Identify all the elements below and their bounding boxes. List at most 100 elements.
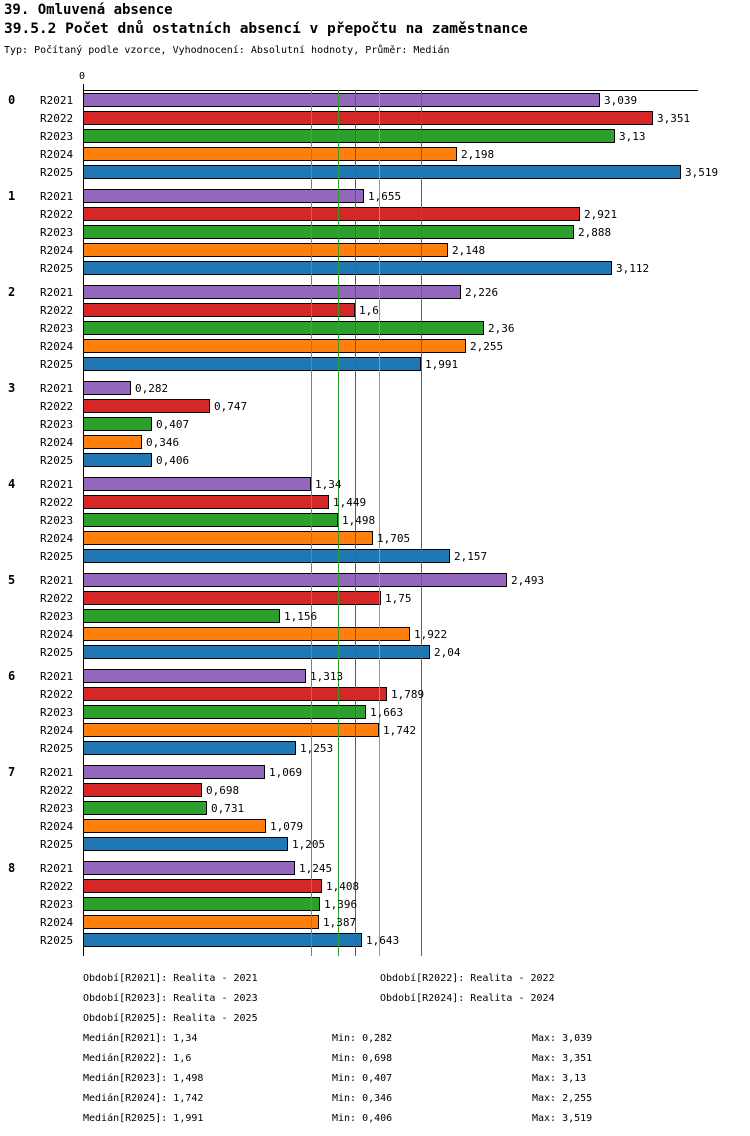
year-label: R2021 (40, 382, 74, 395)
bar-r2021 (83, 189, 364, 203)
median-line-r2021 (311, 90, 312, 956)
bar-r2025 (83, 741, 296, 755)
group-label: 0 (8, 93, 16, 107)
year-label: R2021 (40, 766, 74, 779)
year-label: R2023 (40, 514, 74, 527)
year-label: R2023 (40, 898, 74, 911)
bar-value-label: 1,6 (359, 304, 379, 317)
bar-r2024 (83, 723, 379, 737)
year-label: R2023 (40, 418, 74, 431)
group-label: 8 (8, 861, 16, 875)
bar-value-label: 1,449 (333, 496, 367, 509)
bar-value-label: 1,922 (414, 628, 448, 641)
bar-value-label: 3,351 (657, 112, 691, 125)
bar-r2022 (83, 591, 381, 605)
year-label: R2022 (40, 112, 74, 125)
bar-r2025 (83, 165, 681, 179)
bar-value-label: 1,498 (342, 514, 376, 527)
bar-value-label: 1,789 (391, 688, 425, 701)
group-label: 6 (8, 669, 16, 683)
bar-r2024 (83, 819, 266, 833)
bar-r2025 (83, 357, 421, 371)
legend-period-label: Období[R2022]: Realita - 2022 (380, 973, 555, 984)
bar-r2025 (83, 453, 152, 467)
bar-value-label: 2,888 (578, 226, 612, 239)
bar-value-label: 1,396 (324, 898, 358, 911)
group-label: 1 (8, 189, 16, 203)
bar-r2023 (83, 225, 574, 239)
chart-meta-line: Typ: Počítaný podle vzorce, Vyhodnocení:… (4, 45, 450, 56)
year-label: R2022 (40, 400, 74, 413)
year-label: R2022 (40, 496, 74, 509)
group-label: 5 (8, 573, 16, 587)
bar-value-label: 0,698 (206, 784, 240, 797)
bar-r2021 (83, 93, 600, 107)
legend-period-label: Období[R2024]: Realita - 2024 (380, 993, 555, 1004)
bar-r2023 (83, 513, 338, 527)
bar-r2025 (83, 837, 288, 851)
x-axis-zero-label: 0 (79, 71, 86, 82)
year-label: R2021 (40, 862, 74, 875)
legend-max-label: Max: 2,255 (532, 1093, 593, 1104)
year-label: R2022 (40, 592, 74, 605)
bar-value-label: 1,205 (292, 838, 326, 851)
bar-value-label: 1,079 (270, 820, 304, 833)
bar-r2024 (83, 435, 142, 449)
bar-value-label: 3,112 (616, 262, 650, 275)
year-label: R2025 (40, 454, 74, 467)
legend-period-label: Období[R2025]: Realita - 2025 (83, 1013, 258, 1024)
year-label: R2022 (40, 784, 74, 797)
year-label: R2021 (40, 94, 74, 107)
median-line-r2023 (338, 90, 339, 956)
bar-r2021 (83, 669, 306, 683)
bar-value-label: 1,643 (366, 934, 400, 947)
bar-value-label: 0,747 (214, 400, 248, 413)
bar-value-label: 2,226 (465, 286, 499, 299)
group-label: 2 (8, 285, 16, 299)
year-label: R2023 (40, 706, 74, 719)
year-label: R2025 (40, 934, 74, 947)
bar-r2025 (83, 645, 430, 659)
bar-r2023 (83, 705, 366, 719)
bar-r2022 (83, 111, 653, 125)
bar-value-label: 2,493 (511, 574, 545, 587)
bar-r2022 (83, 687, 387, 701)
legend-min-label: Min: 0,698 (332, 1053, 393, 1064)
chart-title: 39.5.2 Počet dnů ostatních absencí v pře… (4, 21, 528, 37)
year-label: R2024 (40, 436, 74, 449)
bar-value-label: 3,039 (604, 94, 638, 107)
median-line-r2024 (379, 90, 380, 956)
bar-value-label: 1,742 (383, 724, 417, 737)
bar-r2021 (83, 285, 461, 299)
bar-r2025 (83, 933, 362, 947)
bar-value-label: 1,156 (284, 610, 318, 623)
bar-r2022 (83, 783, 202, 797)
bar-value-label: 2,921 (584, 208, 618, 221)
bar-r2021 (83, 861, 295, 875)
bar-value-label: 1,663 (370, 706, 404, 719)
year-label: R2022 (40, 688, 74, 701)
bar-value-label: 1,387 (323, 916, 357, 929)
bar-value-label: 1,408 (326, 880, 360, 893)
year-label: R2022 (40, 880, 74, 893)
bar-r2024 (83, 915, 319, 929)
bar-value-label: 2,255 (470, 340, 504, 353)
bar-r2023 (83, 417, 152, 431)
year-label: R2025 (40, 262, 74, 275)
bar-r2023 (83, 897, 320, 911)
bar-r2021 (83, 477, 311, 491)
year-label: R2022 (40, 208, 74, 221)
bar-value-label: 0,282 (135, 382, 169, 395)
bar-r2022 (83, 495, 329, 509)
bar-r2023 (83, 801, 207, 815)
bar-r2022 (83, 207, 580, 221)
year-label: R2024 (40, 148, 74, 161)
legend-max-label: Max: 3,519 (532, 1113, 593, 1124)
legend-min-label: Min: 0,407 (332, 1073, 393, 1084)
bar-r2024 (83, 627, 410, 641)
bar-chart: 0 0 R2021 3,039 R2022 3,351 R2023 3,13 R2024 2,1… (0, 71, 750, 962)
legend-period-label: Období[R2023]: Realita - 2023 (83, 993, 258, 1004)
legend-median-label: Medián[R2024]: 1,742 (83, 1093, 204, 1104)
bar-value-label: 2,04 (434, 646, 461, 659)
year-label: R2021 (40, 670, 74, 683)
